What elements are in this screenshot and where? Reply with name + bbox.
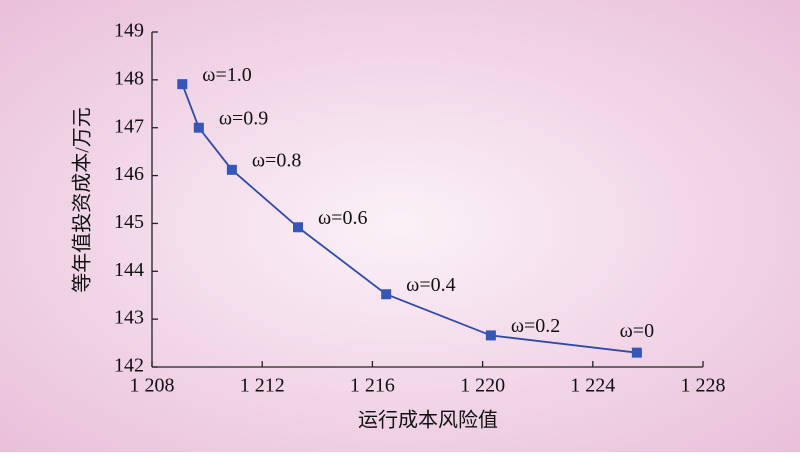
point-annotation: ω=0.9 xyxy=(219,107,268,129)
x-tick-label: 1 228 xyxy=(681,375,726,397)
x-tick-label: 1 220 xyxy=(460,375,505,397)
point-annotation: ω=0.2 xyxy=(511,315,560,337)
point-marker xyxy=(381,289,392,300)
x-tick-label: 1 224 xyxy=(570,375,615,397)
point-annotation: ω=0.6 xyxy=(318,207,367,229)
y-tick-label: 147 xyxy=(114,115,144,137)
y-tick-label: 145 xyxy=(114,211,144,233)
point-marker xyxy=(485,330,496,341)
point-annotation: ω=0.4 xyxy=(406,274,455,296)
point-annotation: ω=0 xyxy=(620,320,654,342)
y-axis-label: 等年值投资成本/万元 xyxy=(71,107,94,293)
y-tick-label: 146 xyxy=(114,163,144,185)
point-marker xyxy=(193,122,204,133)
point-annotation: ω=0.8 xyxy=(252,149,301,171)
x-tick-label: 1 208 xyxy=(130,375,175,397)
y-tick-label: 148 xyxy=(114,67,144,89)
point-marker xyxy=(226,164,237,175)
y-tick-label: 144 xyxy=(114,259,144,281)
point-marker xyxy=(293,222,304,233)
point-marker xyxy=(631,347,642,358)
y-tick-label: 142 xyxy=(114,355,144,377)
x-tick-label: 1 216 xyxy=(350,375,395,397)
y-tick-label: 143 xyxy=(114,307,144,329)
x-tick-label: 1 212 xyxy=(240,375,285,397)
point-annotation: ω=1.0 xyxy=(202,64,251,86)
y-tick-label: 149 xyxy=(114,20,144,42)
point-marker xyxy=(177,79,188,90)
x-axis-label: 运行成本风险值 xyxy=(358,409,498,432)
